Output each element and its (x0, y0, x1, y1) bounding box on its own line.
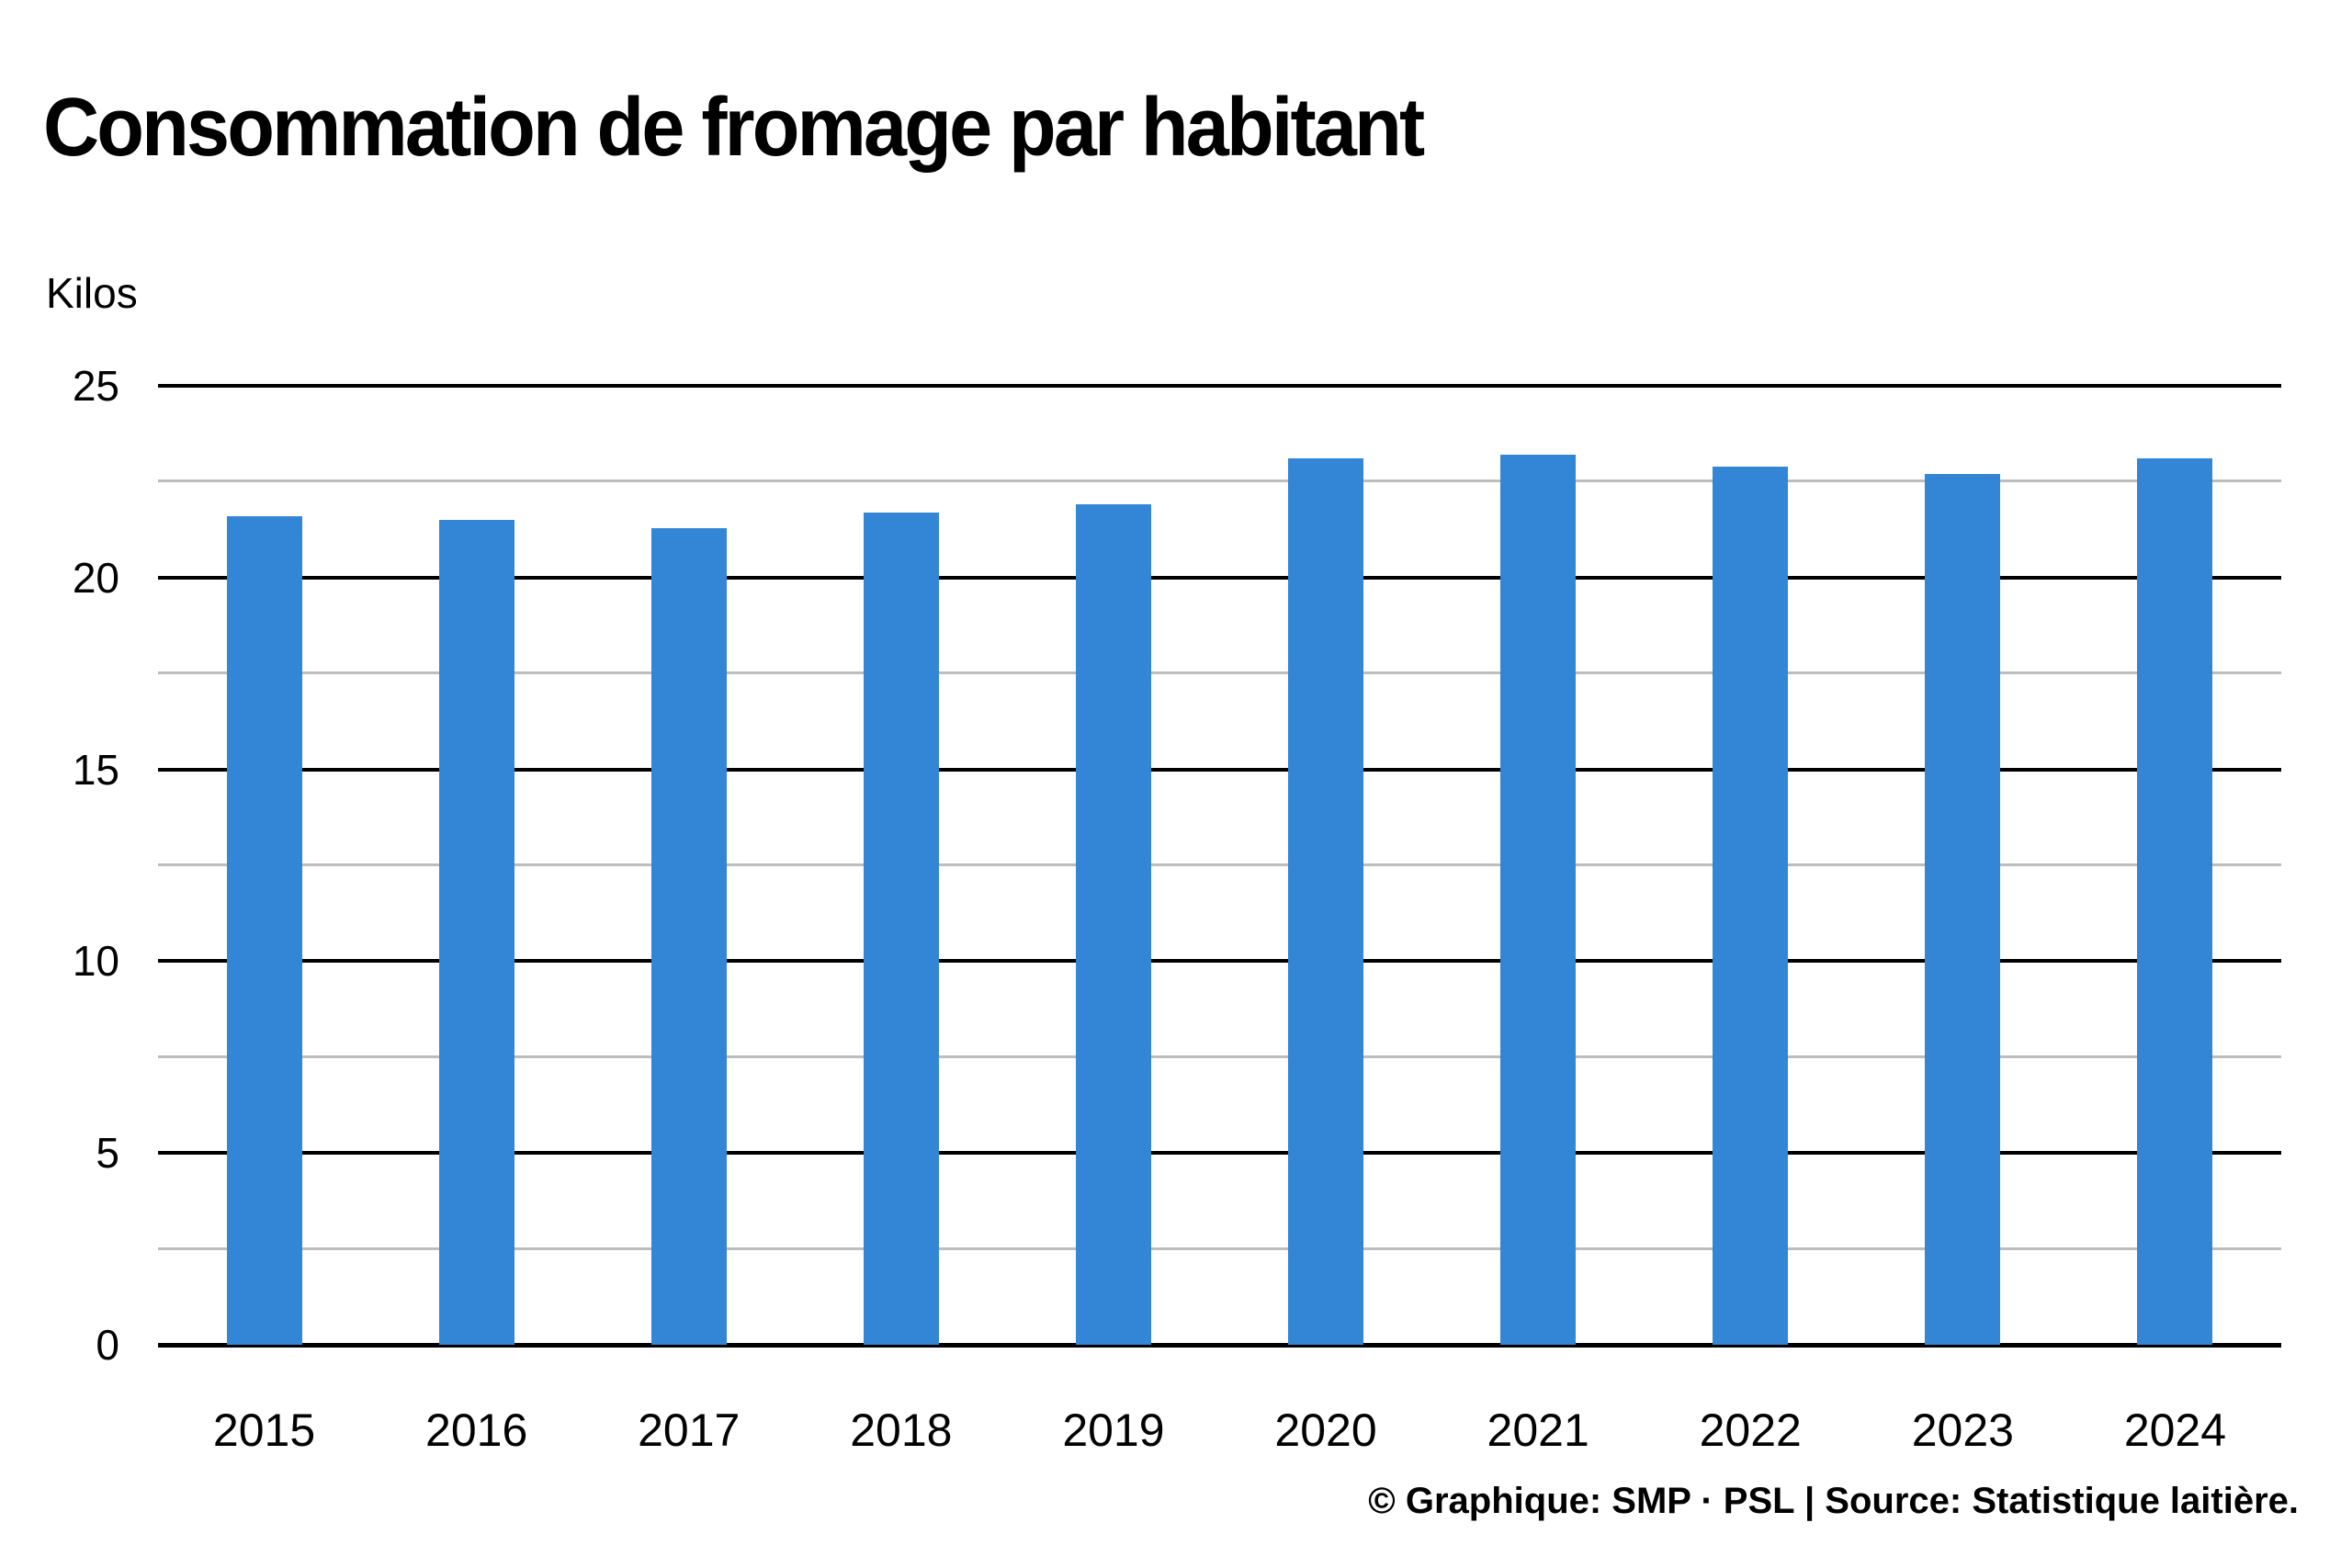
y-tick-label: 25 (72, 362, 119, 410)
bar-2023 (1925, 474, 2001, 1345)
x-axis-label-2024: 2024 (2123, 1404, 2227, 1456)
gridline-major (158, 1151, 2281, 1156)
y-axis-unit-label: Kilos (46, 269, 138, 317)
gridline-major (158, 384, 2281, 388)
gridline-major (158, 767, 2281, 772)
y-tick-label: 20 (72, 553, 119, 602)
bar-2021 (1500, 455, 1577, 1345)
bar-2019 (1075, 504, 1151, 1345)
chart-title: Consommation de fromage par habitant (43, 82, 1425, 174)
x-axis-label-2018: 2018 (850, 1404, 953, 1456)
bar-2018 (863, 512, 939, 1345)
gridline-major (158, 575, 2281, 580)
source-credit: © Graphique: SMP · PSL | Source: Statist… (1368, 1481, 2299, 1521)
x-axis-label-2022: 2022 (1699, 1404, 1802, 1456)
bar-2020 (1288, 458, 1364, 1345)
gridline-minor (158, 671, 2281, 675)
x-axis-label-2019: 2019 (1062, 1404, 1165, 1456)
y-tick-label: 0 (96, 1321, 119, 1369)
x-axis-label-2020: 2020 (1274, 1404, 1377, 1456)
y-tick-label: 15 (72, 745, 119, 794)
bar-2015 (226, 515, 302, 1345)
y-tick-label: 5 (96, 1129, 119, 1178)
x-axis-label-2021: 2021 (1487, 1404, 1589, 1456)
gridline-minor (158, 863, 2281, 866)
bar-2024 (2137, 458, 2213, 1345)
bar-2016 (438, 520, 514, 1345)
x-axis-baseline (158, 1343, 2281, 1348)
x-axis-label-2023: 2023 (1911, 1404, 2014, 1456)
y-tick-label: 10 (72, 937, 119, 986)
gridline-minor (158, 479, 2281, 483)
gridline-major (158, 959, 2281, 964)
x-axis-label-2016: 2016 (425, 1404, 528, 1456)
bar-2022 (1713, 466, 1789, 1345)
bar-2017 (650, 527, 727, 1345)
x-axis-label-2017: 2017 (638, 1404, 741, 1456)
gridline-minor (158, 1055, 2281, 1058)
gridline-minor (158, 1247, 2281, 1250)
x-axis-label-2015: 2015 (212, 1404, 316, 1456)
